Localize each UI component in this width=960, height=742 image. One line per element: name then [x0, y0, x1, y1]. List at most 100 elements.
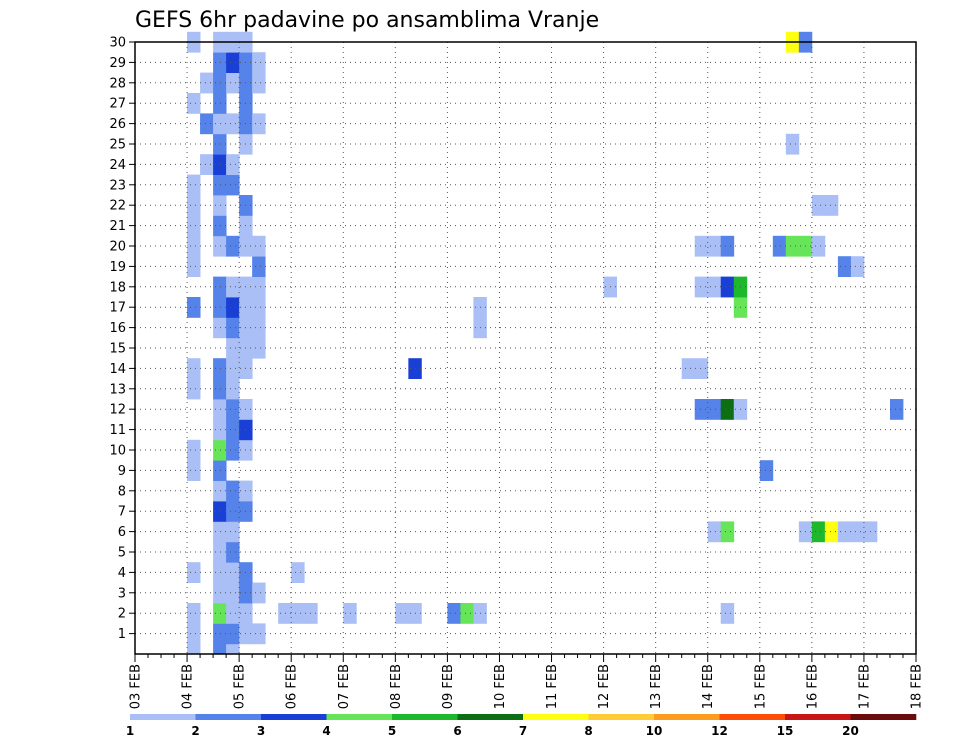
heatmap-cell: [187, 358, 201, 379]
y-tick-label: 17: [109, 301, 126, 316]
heatmap-cell: [187, 235, 201, 257]
x-tick-label: 10 FEB: [493, 664, 508, 709]
heatmap-cell: [850, 256, 865, 277]
heatmap-cell: [213, 215, 227, 237]
colorbar-label: 12: [711, 724, 728, 738]
x-tick-label: 11 FEB: [545, 664, 560, 709]
heatmap-cell: [213, 439, 227, 461]
x-tick-label: 14 FEB: [701, 664, 716, 709]
heatmap-cell: [226, 582, 240, 604]
heatmap-cell: [213, 460, 227, 481]
heatmap-cell: [252, 297, 266, 318]
y-tick-label: 4: [118, 566, 126, 581]
colorbar-swatch: [326, 714, 393, 720]
heatmap-cell: [694, 235, 709, 257]
heatmap-cell: [447, 603, 461, 624]
heatmap-cell: [694, 276, 709, 298]
heatmap-cell: [694, 358, 709, 379]
y-tick-label: 29: [109, 56, 126, 71]
heatmap-cell: [187, 93, 201, 114]
heatmap-cell: [226, 297, 240, 318]
heatmap-cell: [213, 623, 227, 645]
heatmap-cell: [226, 72, 240, 94]
heatmap-cell: [213, 174, 227, 196]
heatmap-cell: [252, 113, 266, 135]
y-tick-label: 19: [109, 260, 126, 275]
x-tick-label: 04 FEB: [181, 664, 196, 709]
heatmap-cell: [889, 399, 904, 420]
y-tick-label: 13: [109, 382, 126, 397]
colorbar-swatch: [719, 714, 786, 720]
heatmap-cell: [226, 378, 240, 400]
heatmap-cell: [187, 215, 201, 237]
heatmap-cell: [252, 235, 266, 257]
heatmap-cell: [213, 93, 227, 114]
colorbar-label: 5: [388, 724, 396, 738]
heatmap-cell: [213, 358, 227, 379]
heatmap-cell: [785, 133, 800, 155]
heatmap-cell: [707, 235, 722, 257]
heatmap-cell: [187, 562, 201, 583]
heatmap-cell: [200, 72, 214, 94]
y-tick-label: 16: [109, 321, 126, 336]
colorbar-swatch: [588, 714, 655, 720]
colorbar-label: 4: [322, 724, 330, 738]
y-tick-label: 7: [118, 505, 126, 520]
heatmap-cell: [681, 358, 696, 379]
heatmap-cell: [187, 256, 201, 277]
chart-title: GEFS 6hr padavine po ansamblima Vranje: [135, 8, 599, 33]
y-tick-label: 5: [118, 546, 126, 561]
heatmap-cell: [772, 235, 787, 257]
heatmap-cell: [213, 603, 227, 624]
heatmap-cell: [213, 562, 227, 583]
y-tick-label: 15: [109, 342, 126, 357]
y-tick-label: 27: [109, 97, 126, 112]
heatmap-cell: [226, 419, 240, 441]
heatmap-cell: [213, 501, 227, 522]
colorbar-swatch: [457, 714, 524, 720]
heatmap-cell: [213, 276, 227, 298]
y-tick-label: 11: [109, 423, 126, 438]
heatmap-cell: [213, 297, 227, 318]
heatmap-cell: [291, 603, 305, 624]
heatmap-cell: [460, 603, 474, 624]
heatmap-cell: [720, 521, 735, 543]
heatmap-cell: [213, 154, 227, 175]
heatmap-cell: [226, 439, 240, 461]
colorbar-swatch: [785, 714, 851, 720]
y-tick-label: 21: [109, 219, 126, 234]
heatmap-cell: [213, 480, 227, 502]
heatmap-cell: [187, 460, 201, 481]
heatmap-cell: [213, 378, 227, 400]
heatmap-cell: [694, 399, 709, 420]
heatmap-cell: [226, 501, 240, 522]
heatmap-cell: [811, 521, 826, 543]
heatmap-cell: [291, 562, 305, 583]
heatmap-cell: [707, 399, 722, 420]
heatmap-cell: [213, 643, 227, 655]
heatmap-cell: [707, 521, 722, 543]
heatmap-cell: [226, 235, 240, 257]
heatmap-cell: [278, 603, 292, 624]
heatmap-cell: [811, 235, 826, 257]
heatmap-cell: [252, 337, 266, 359]
heatmap-cell: [213, 195, 227, 216]
heatmap-cell: [252, 623, 266, 645]
x-tick-label: 07 FEB: [337, 664, 352, 709]
heatmap-cell: [213, 133, 227, 155]
y-tick-label: 12: [109, 403, 126, 418]
y-axis: 1234567891011121314151617181920212223242…: [109, 36, 135, 642]
x-tick-label: 09 FEB: [441, 664, 456, 709]
y-tick-label: 26: [109, 117, 126, 132]
heatmap-cell: [759, 460, 774, 481]
x-tick-label: 16 FEB: [805, 664, 820, 709]
x-tick-label: 13 FEB: [649, 664, 664, 709]
heatmap-cell: [213, 541, 227, 563]
heatmap-cell: [343, 603, 357, 624]
y-tick-label: 23: [109, 178, 126, 193]
heatmap-cell: [720, 235, 735, 257]
heatmap-cell: [213, 582, 227, 604]
heatmap-cell: [226, 562, 240, 583]
heatmap-cell: [785, 235, 800, 257]
heatmap-cell: [213, 317, 227, 339]
